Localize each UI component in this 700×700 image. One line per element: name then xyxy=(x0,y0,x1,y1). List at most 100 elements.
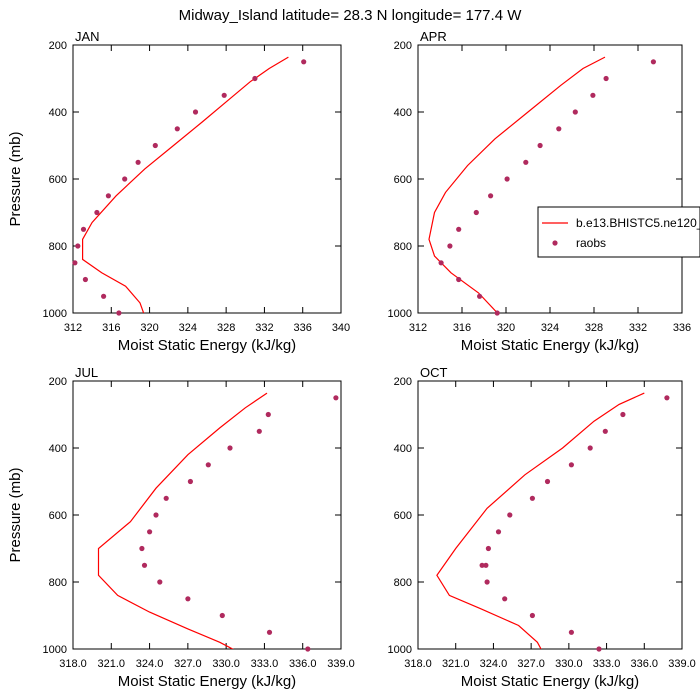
plot-frame xyxy=(417,380,683,650)
y-tick-label: 1000 xyxy=(43,308,67,320)
x-tick-label: 318.0 xyxy=(59,658,87,670)
raobs-point xyxy=(122,176,128,182)
x-tick-label: 324 xyxy=(541,322,559,334)
x-tick-label: 316 xyxy=(453,322,471,334)
raobs-point xyxy=(141,562,148,568)
x-tick-label: 324.0 xyxy=(480,658,508,670)
x-tick-label: 336.0 xyxy=(631,658,659,670)
x-tick-label: 327.0 xyxy=(174,658,202,670)
raobs-point xyxy=(80,226,87,232)
legend: b.e13.BHISTC5.ne120_t12.cesm-ihesp-hires… xyxy=(537,206,700,258)
x-tick-label: 336.0 xyxy=(289,658,317,670)
raobs-point xyxy=(477,293,483,299)
panel-label: JUL xyxy=(75,365,98,380)
x-tick-label: 312 xyxy=(409,322,427,334)
x-tick-label: 324 xyxy=(179,322,197,334)
y-tick-label: 400 xyxy=(394,443,412,455)
raobs-point xyxy=(483,562,489,568)
x-tick-label: 336 xyxy=(673,322,691,334)
plot-frame xyxy=(72,380,342,650)
raobs-point xyxy=(568,462,575,468)
raobs-point xyxy=(587,445,593,451)
raobs-point xyxy=(221,92,227,98)
raobs-point xyxy=(484,579,490,585)
raobs-point xyxy=(227,445,233,451)
legend-item-raobs: raobs xyxy=(576,236,606,250)
y-tick-label: 200 xyxy=(49,376,67,388)
y-tick-label: 400 xyxy=(394,107,412,119)
raobs-point xyxy=(153,512,159,518)
raobs-point xyxy=(163,495,169,501)
raobs-point xyxy=(101,293,107,299)
raobs-point xyxy=(333,395,339,401)
x-tick-label: 321.0 xyxy=(98,658,126,670)
raobs-point xyxy=(456,276,462,283)
raobs-point xyxy=(488,193,494,199)
raobs-point xyxy=(479,562,485,568)
raobs-point xyxy=(301,59,307,65)
y-tick-label: 400 xyxy=(49,107,67,119)
y-tick-label: 1000 xyxy=(388,644,412,656)
panel-label: JAN xyxy=(75,29,100,44)
plot-frame xyxy=(417,44,683,314)
raobs-point xyxy=(256,428,262,434)
raobs-point xyxy=(252,75,258,82)
raobs-point xyxy=(75,243,81,249)
x-tick-label: 332 xyxy=(255,322,273,334)
y-tick-label: 1000 xyxy=(43,644,67,656)
raobs-point xyxy=(116,310,122,316)
raobs-point xyxy=(185,596,191,602)
raobs-point xyxy=(504,176,510,182)
y-tick-label: 600 xyxy=(49,174,67,186)
raobs-point xyxy=(266,629,273,635)
raobs-point xyxy=(456,226,462,232)
model-line xyxy=(428,56,606,313)
panel-label: APR xyxy=(420,29,447,44)
raobs-point xyxy=(529,612,536,619)
legend-item-model: b.e13.BHISTC5.ne120_t12.cesm-ihesp-hires… xyxy=(576,216,700,230)
raobs-point xyxy=(529,495,536,501)
x-tick-label: 324.0 xyxy=(136,658,164,670)
raobs-point xyxy=(187,478,193,485)
y-tick-label: 400 xyxy=(49,443,67,455)
y-tick-label: 800 xyxy=(49,577,67,589)
raobs-point xyxy=(94,209,100,216)
raobs-point xyxy=(265,411,271,418)
y-tick-label: 1000 xyxy=(388,308,412,320)
figure-title: Midway_Island latitude= 28.3 N longitude… xyxy=(179,7,523,24)
x-tick-label: 339.0 xyxy=(668,658,696,670)
y-axis-title: Pressure (mb) xyxy=(7,467,24,562)
plot-frame xyxy=(72,44,342,314)
y-tick-label: 200 xyxy=(394,376,412,388)
x-tick-label: 328 xyxy=(585,322,603,334)
raobs-point xyxy=(596,646,602,652)
y-tick-label: 800 xyxy=(394,241,412,253)
x-tick-label: 333.0 xyxy=(251,658,279,670)
x-tick-label: 330.0 xyxy=(555,658,583,670)
x-tick-label: 320 xyxy=(497,322,515,334)
raobs-point xyxy=(572,109,578,115)
x-axis-title: Moist Static Energy (kJ/kg) xyxy=(461,673,639,690)
x-axis-title: Moist Static Energy (kJ/kg) xyxy=(118,337,296,354)
raobs-point xyxy=(664,395,670,401)
raobs-point xyxy=(438,260,444,266)
y-tick-label: 200 xyxy=(394,40,412,52)
x-tick-label: 328 xyxy=(217,322,235,334)
raobs-point xyxy=(219,612,225,619)
x-tick-label: 320 xyxy=(140,322,158,334)
raobs-point xyxy=(620,411,626,418)
x-tick-label: 312 xyxy=(64,322,82,334)
panels-group: JAN 312 316 320 324 328 332 336 340 200 400 600 800 1… xyxy=(7,29,700,690)
raobs-point xyxy=(139,545,145,552)
y-axis-title: Pressure (mb) xyxy=(7,131,24,226)
raobs-point xyxy=(174,126,180,132)
y-tick-label: 600 xyxy=(49,510,67,522)
x-tick-label: 330.0 xyxy=(212,658,240,670)
panel-label: OCT xyxy=(420,365,448,380)
x-tick-label: 327.0 xyxy=(517,658,545,670)
x-tick-label: 316 xyxy=(102,322,120,334)
raobs-point xyxy=(494,310,500,316)
x-tick-label: 333.0 xyxy=(593,658,621,670)
raobs-point xyxy=(72,260,78,266)
